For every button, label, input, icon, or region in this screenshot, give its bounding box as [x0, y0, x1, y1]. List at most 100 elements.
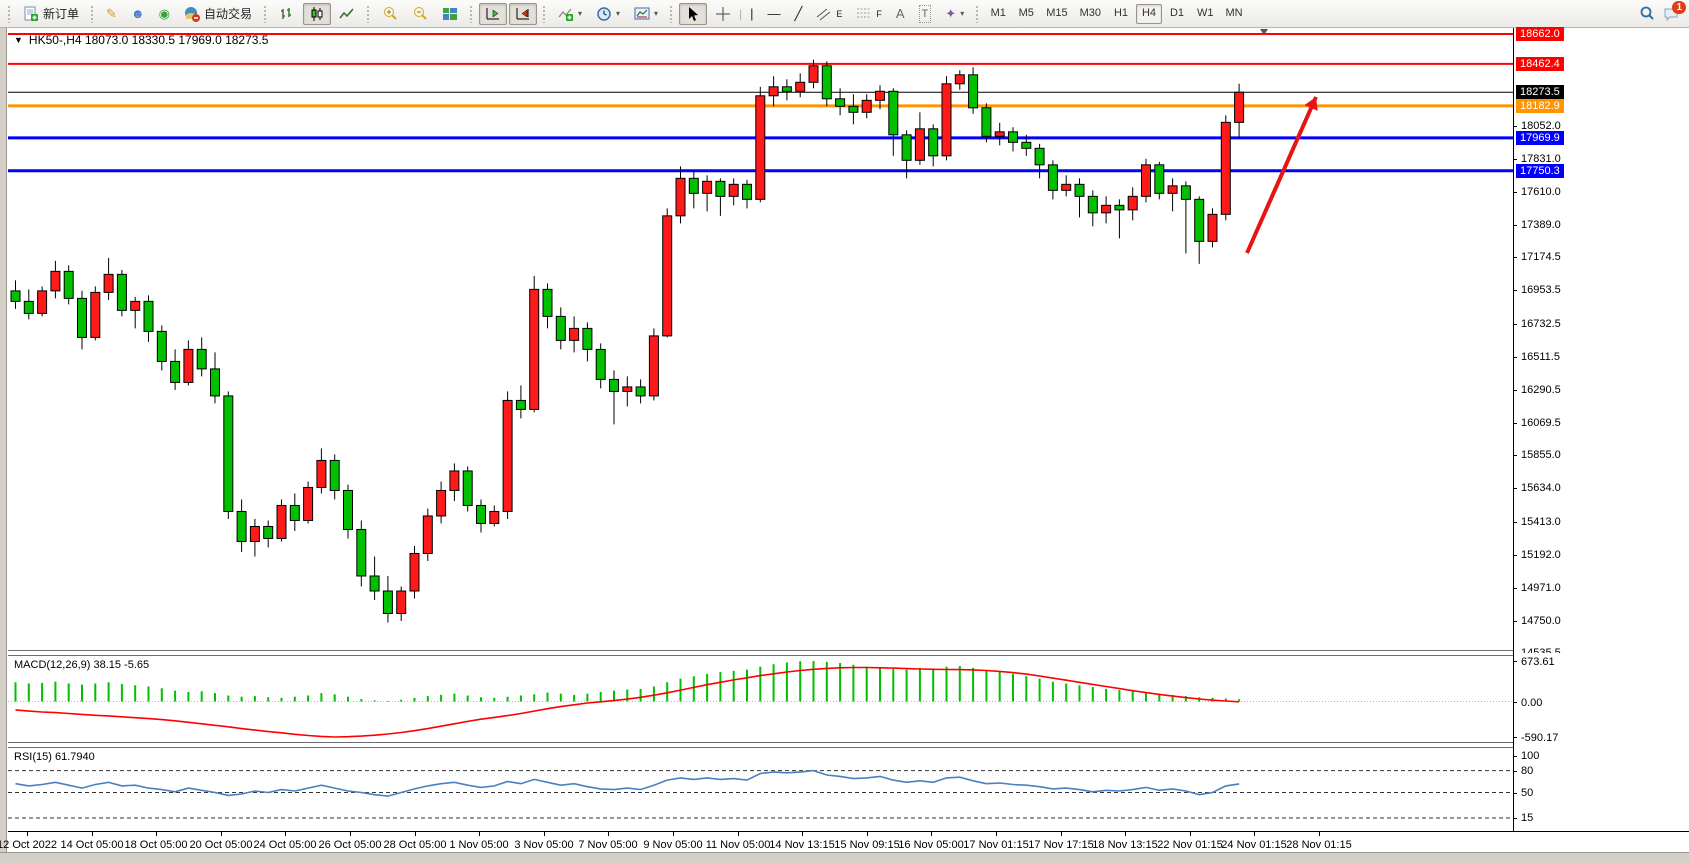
candle-down[interactable] — [63, 270, 74, 299]
candle-up[interactable] — [795, 81, 806, 92]
candle-down[interactable] — [1087, 195, 1098, 214]
candle-down[interactable] — [356, 528, 367, 577]
candlestick-chart-button[interactable] — [302, 2, 331, 25]
candle-up[interactable] — [1207, 213, 1218, 242]
candle-down[interactable] — [835, 98, 846, 107]
candle-up[interactable] — [1167, 185, 1178, 194]
toolbar-grip[interactable] — [90, 4, 96, 23]
candle-up[interactable] — [569, 327, 580, 341]
candle-down[interactable] — [928, 128, 939, 157]
candle-up[interactable] — [183, 348, 194, 383]
candle-up[interactable] — [702, 180, 713, 194]
candle-up[interactable] — [449, 470, 460, 491]
candle-down[interactable] — [742, 183, 752, 200]
candle-down[interactable] — [1180, 185, 1191, 200]
candle-down[interactable] — [715, 180, 726, 197]
bar-chart-button[interactable] — [273, 3, 301, 25]
price-axis[interactable]: 18052.0 17831.0 17610.0 17389.0 17174.5 … — [1513, 27, 1689, 659]
candle-down[interactable] — [23, 300, 34, 314]
candle-up[interactable] — [941, 83, 952, 157]
candle-up[interactable] — [130, 300, 141, 311]
candle-up[interactable] — [1061, 183, 1072, 191]
toolbar-grip[interactable] — [7, 4, 12, 23]
chart-shift-button[interactable] — [508, 2, 537, 25]
trendline-tool-button[interactable]: ╱ — [789, 3, 809, 25]
candle-down[interactable] — [555, 315, 566, 341]
candle-down[interactable] — [476, 504, 486, 524]
tab-timeframe-m5[interactable]: M5 — [1018, 6, 1034, 19]
zoom-out-button[interactable] — [406, 3, 434, 25]
zoom-in-button[interactable] — [376, 3, 404, 25]
candle-up[interactable] — [1141, 164, 1151, 197]
candle-down[interactable] — [888, 90, 899, 136]
candle-up[interactable] — [316, 459, 327, 488]
tab-timeframe-m1[interactable]: M1 — [990, 6, 1006, 19]
candle-up[interactable] — [768, 86, 779, 97]
main-price-pane[interactable] — [8, 28, 1513, 650]
toolbar-grip[interactable] — [669, 4, 675, 23]
toolbar-grip[interactable] — [365, 4, 371, 23]
text-label-tool-button[interactable]: T — [913, 3, 938, 25]
candle-up[interactable] — [249, 525, 260, 542]
pane-splitter[interactable] — [8, 650, 1513, 656]
candle-up[interactable] — [728, 183, 739, 197]
tab-timeframe-h1[interactable]: H1 — [1113, 6, 1129, 19]
candle-up[interactable] — [436, 489, 447, 517]
candle-down[interactable] — [981, 107, 992, 137]
candle-down[interactable] — [1154, 164, 1165, 194]
candle-up[interactable] — [875, 90, 885, 101]
candle-up[interactable] — [276, 504, 287, 539]
candle-down[interactable] — [223, 395, 234, 512]
rsi-pane[interactable] — [8, 748, 1513, 831]
candle-up[interactable] — [90, 291, 101, 338]
toolbar-grip[interactable] — [262, 4, 268, 23]
trend-arrow-annotation[interactable] — [1245, 96, 1318, 254]
candle-down[interactable] — [595, 348, 606, 380]
candle-down[interactable] — [289, 504, 300, 521]
candle-up[interactable] — [502, 399, 513, 512]
candle-down[interactable] — [848, 105, 859, 113]
auto-trading-button[interactable]: 自动交易 — [178, 3, 258, 25]
candle-down[interactable] — [968, 74, 979, 109]
candle-down[interactable] — [901, 134, 912, 161]
candle-down[interactable] — [781, 86, 792, 92]
tab-timeframe-w1[interactable]: W1 — [1197, 6, 1214, 19]
candle-down[interactable] — [1008, 131, 1018, 143]
candle-down[interactable] — [143, 300, 154, 332]
candle-up[interactable] — [422, 515, 433, 554]
candle-down[interactable] — [343, 489, 353, 530]
candle-down[interactable] — [1074, 183, 1085, 197]
candle-down[interactable] — [210, 368, 220, 397]
cursor-tool-button[interactable] — [679, 2, 708, 25]
tab-timeframe-m30[interactable]: M30 — [1079, 6, 1102, 19]
crosshair-tool-button[interactable] — [709, 3, 737, 25]
candle-up[interactable] — [409, 552, 420, 592]
candle-up[interactable] — [954, 74, 965, 85]
tab-timeframe-h4[interactable]: H4 — [1136, 3, 1163, 24]
candle-up[interactable] — [861, 99, 872, 113]
candle-up[interactable] — [1234, 91, 1245, 123]
toolbar-grip[interactable] — [468, 4, 474, 23]
indicators-button[interactable]: ▾ — [552, 3, 588, 25]
tab-timeframe-m15[interactable]: M15 — [1046, 6, 1068, 19]
candle-down[interactable] — [609, 378, 619, 392]
candle-down[interactable] — [462, 470, 473, 506]
candle-up[interactable] — [622, 386, 633, 392]
candle-up[interactable] — [808, 65, 819, 83]
pane-splitter[interactable] — [8, 742, 1513, 748]
toolbar-grip[interactable] — [541, 4, 547, 23]
candle-down[interactable] — [329, 459, 340, 491]
toolbar-grip[interactable] — [975, 4, 981, 23]
candle-down[interactable] — [582, 327, 593, 350]
candle-up[interactable] — [914, 128, 925, 161]
candle-up[interactable] — [529, 288, 540, 410]
auto-scroll-button[interactable] — [478, 2, 507, 25]
candle-up[interactable] — [396, 590, 407, 615]
arrows-tool-button[interactable]: ✦ ▾ — [939, 3, 970, 25]
horizontal-line-tool-button[interactable]: — — [762, 3, 787, 25]
candle-up[interactable] — [103, 273, 114, 293]
one-click-trading-toggle[interactable]: ▼ — [14, 35, 23, 45]
candle-down[interactable] — [369, 575, 380, 592]
line-chart-button[interactable] — [333, 3, 361, 25]
candle-down[interactable] — [196, 348, 207, 370]
